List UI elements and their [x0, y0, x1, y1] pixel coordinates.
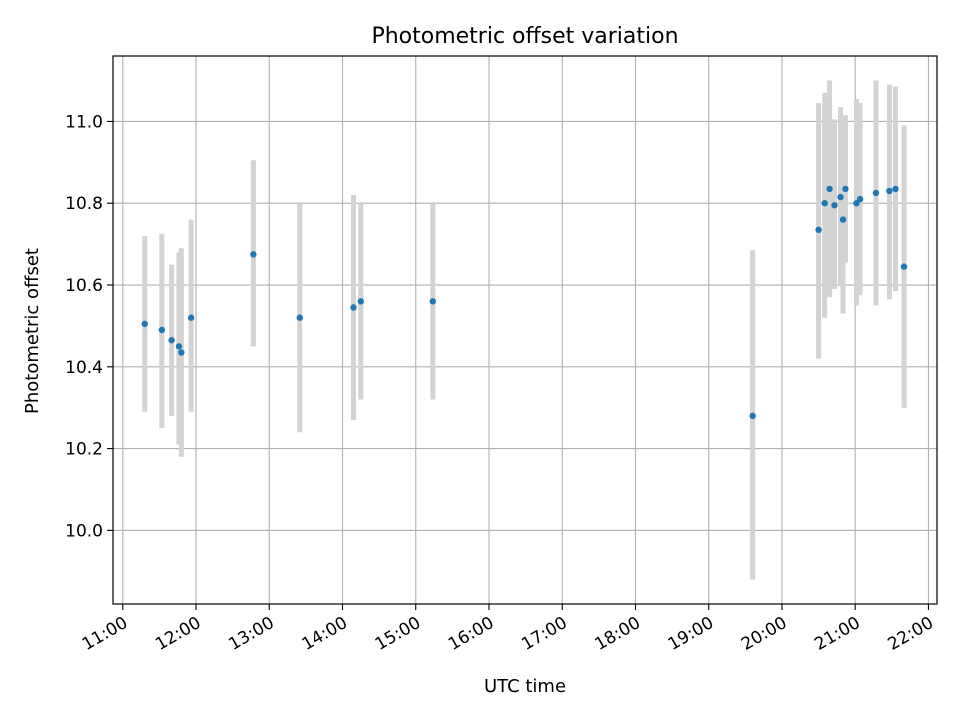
x-tick-label: 15:00	[372, 613, 424, 655]
data-point	[821, 200, 828, 207]
y-axis-ticks: 10.0 10.2 10.4 10.6 10.8 11.0	[65, 112, 113, 541]
data-point	[826, 185, 833, 193]
y-tick-label: 10.0	[65, 521, 103, 541]
data-point	[250, 251, 257, 258]
data-point	[853, 200, 860, 207]
data-point	[357, 298, 365, 305]
y-tick-label: 10.6	[65, 276, 103, 296]
data-point	[141, 320, 148, 328]
data-point	[429, 298, 437, 305]
x-tick-label: 14:00	[299, 613, 351, 655]
x-tick-label: 17:00	[518, 613, 570, 655]
data-point	[900, 263, 908, 270]
x-tick-label: 12:00	[152, 613, 204, 655]
y-axis-label: Photometric offset	[22, 248, 43, 414]
data-point	[749, 412, 756, 420]
data-point	[856, 195, 864, 203]
x-tick-label: 13:00	[225, 613, 277, 655]
data-point	[839, 216, 847, 223]
data-points	[141, 185, 908, 420]
data-point	[872, 189, 880, 197]
y-tick-label: 10.2	[65, 440, 103, 460]
y-tick-label: 10.8	[65, 194, 103, 214]
data-point	[886, 187, 893, 195]
x-axis-ticks: 11:00 12:00 13:00 14:00 15:00 16:00 17:00 18:00…	[79, 604, 937, 655]
grid	[113, 56, 937, 604]
data-point	[815, 226, 822, 234]
y-tick-label: 11.0	[65, 112, 103, 132]
data-point	[178, 349, 185, 356]
axes-frame	[112, 55, 938, 605]
data-point	[175, 343, 183, 350]
data-point	[842, 185, 849, 193]
x-tick-label: 18:00	[592, 613, 644, 655]
x-tick-label: 22:00	[885, 613, 937, 655]
data-point	[350, 304, 357, 311]
x-tick-label: 11:00	[79, 613, 131, 655]
y-tick-label: 10.4	[65, 358, 103, 378]
data-point	[831, 202, 838, 209]
data-point	[158, 326, 166, 334]
data-point	[892, 185, 899, 193]
x-tick-label: 19:00	[665, 613, 717, 655]
chart-title: Photometric offset variation	[371, 24, 678, 49]
error-bars	[142, 80, 907, 580]
x-tick-label: 16:00	[445, 613, 497, 655]
data-point	[168, 337, 175, 344]
x-axis-label: UTC time	[484, 676, 566, 697]
x-tick-label: 20:00	[738, 613, 790, 655]
data-point	[296, 314, 303, 321]
x-tick-label: 21:00	[811, 613, 863, 655]
data-point	[837, 193, 844, 201]
data-point	[187, 314, 195, 321]
